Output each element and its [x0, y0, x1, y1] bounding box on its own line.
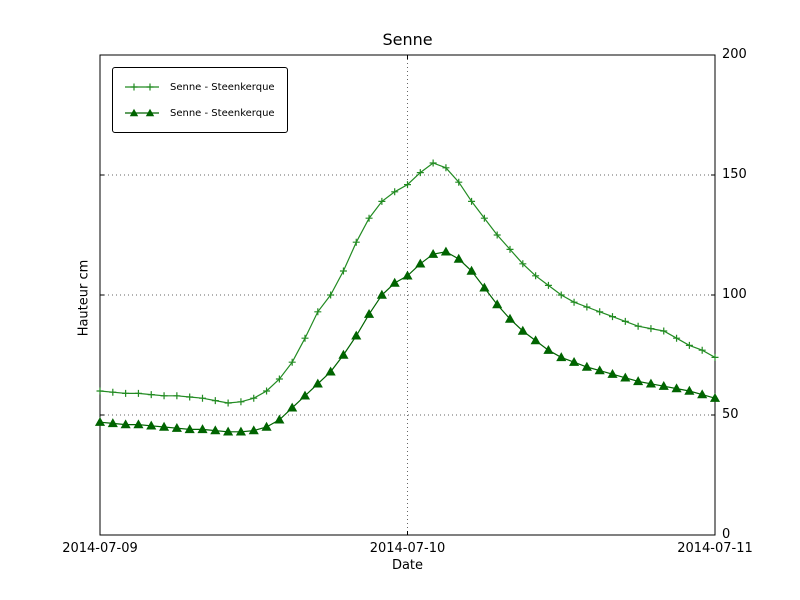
series-plus-markers [96, 159, 719, 407]
triangle-marker [530, 335, 541, 345]
x-tick-label: 2014-07-09 [62, 541, 138, 556]
triangle-marker [364, 308, 375, 318]
triangle-marker [504, 313, 516, 323]
triangle-marker [543, 344, 554, 354]
legend: Senne - Steenkerque Senne - Steenkerque [112, 67, 288, 133]
legend-triangle-marker [129, 108, 139, 117]
legend-plus-marker [130, 83, 138, 91]
triangle-marker [581, 361, 592, 371]
legend-label: Senne - Steenkerque [170, 81, 275, 93]
triangle-marker [684, 385, 695, 395]
legend-triangle-marker [145, 108, 155, 117]
y-axis-label: Hauteur cm [76, 259, 92, 337]
triangle-marker [607, 368, 618, 378]
triangle-marker [248, 425, 259, 435]
triangle-marker [376, 289, 387, 299]
y-tick-label: 0 [722, 527, 731, 542]
triangle-marker [351, 330, 362, 340]
triangle-marker [159, 421, 170, 431]
triangle-marker [338, 349, 349, 359]
x-tick-label: 2014-07-10 [369, 541, 446, 556]
triangle-marker [492, 299, 503, 309]
legend-entry-triangle: Senne - Steenkerque [123, 106, 275, 120]
y-tick-label: 150 [722, 167, 747, 182]
triangle-marker [299, 390, 311, 400]
triangle-marker [261, 421, 272, 431]
triangle-marker [197, 424, 208, 434]
triangle-marker [440, 246, 451, 256]
triangle-marker [133, 419, 144, 429]
triangle-marker [633, 376, 644, 386]
triangle-marker [184, 424, 195, 434]
triangle-marker [107, 418, 118, 428]
legend-label: Senne - Steenkerque [170, 107, 275, 119]
triangle-marker [223, 426, 234, 436]
y-tick-label: 50 [722, 407, 739, 422]
triangle-marker [428, 248, 439, 258]
series-triangle-markers [94, 246, 721, 436]
legend-plus-marker [146, 83, 154, 91]
triangle-marker [325, 366, 336, 376]
triangle-marker [120, 419, 131, 429]
triangle-marker [274, 414, 285, 424]
triangle-marker [235, 426, 246, 436]
chart-title: Senne [382, 30, 433, 49]
triangle-marker [402, 270, 413, 280]
triangle-marker [312, 378, 323, 388]
triangle-marker [389, 277, 400, 287]
triangle-marker [479, 282, 490, 292]
triangle-marker [94, 416, 106, 426]
x-tick-label: 2014-07-11 [677, 541, 753, 556]
triangle-marker [453, 253, 464, 263]
triangle-marker [171, 422, 182, 432]
triangle-marker [466, 265, 477, 275]
triangle-marker [645, 378, 656, 388]
triangle-marker [517, 325, 528, 335]
triangle-marker [709, 392, 721, 402]
y-tick-label: 200 [722, 47, 747, 62]
legend-triangle-line-icon [125, 108, 159, 117]
triangle-marker [594, 365, 605, 375]
legend-plus-line-icon [125, 83, 159, 91]
triangle-marker [620, 372, 631, 382]
x-axis-label: Date [391, 558, 424, 573]
triangle-marker [569, 356, 580, 366]
triangle-marker [697, 389, 708, 399]
triangle-marker [146, 420, 157, 430]
triangle-marker [671, 383, 682, 393]
triangle-marker [658, 380, 669, 390]
triangle-marker [210, 425, 221, 435]
y-tick-label: 100 [722, 287, 747, 302]
triangle-marker [287, 402, 298, 412]
legend-entry-plus: Senne - Steenkerque [123, 80, 275, 94]
triangle-marker [556, 352, 567, 362]
triangle-marker [415, 258, 426, 268]
